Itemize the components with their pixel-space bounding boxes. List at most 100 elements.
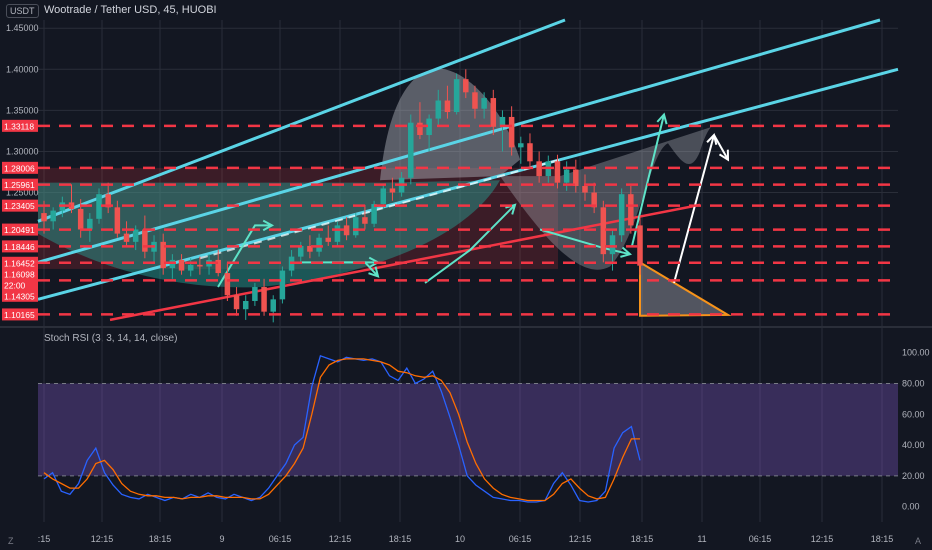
x-tick-label: 9 — [219, 534, 224, 544]
price-label: 1.16452 — [4, 258, 35, 268]
candle-body — [96, 194, 102, 219]
candle-body — [160, 241, 166, 269]
rsi-y-tick-label: 80.00 — [902, 378, 925, 388]
x-tick-label: :15 — [38, 534, 51, 544]
mint-arrow-1 — [217, 224, 272, 288]
candle-body — [187, 264, 194, 271]
price-label-box — [2, 199, 38, 212]
candle-body — [444, 100, 451, 113]
price-label: 22:00 — [4, 280, 26, 290]
x-tick-label: 06:15 — [749, 534, 772, 544]
mint-arrow-6-head — [656, 112, 668, 125]
price-label: 1.10165 — [4, 310, 35, 320]
candle-body — [508, 116, 515, 148]
grey-dome — [380, 68, 520, 181]
candle-body — [270, 299, 276, 312]
candle-body — [77, 208, 84, 230]
price-label: 1.33118 — [4, 121, 34, 131]
price-label: 1.23405 — [4, 201, 35, 211]
channel-line — [37, 18, 881, 264]
candle-body — [41, 213, 47, 222]
y-tick-label: 1.35000 — [6, 105, 39, 115]
symbol-title: Wootrade / Tether USD, 45, HUOBI — [44, 4, 217, 16]
white-arrow-1-head — [706, 133, 718, 145]
candle-body — [472, 92, 478, 109]
x-tick-label: 12:15 — [329, 534, 352, 544]
candle-body — [389, 188, 396, 193]
candle-body — [380, 188, 387, 205]
candle-body — [453, 79, 460, 113]
zoom-button[interactable]: Z — [8, 536, 14, 546]
candle-body — [463, 79, 469, 93]
x-tick-label: 06:15 — [269, 534, 292, 544]
candle-body — [114, 207, 121, 234]
rsi-band-fill — [38, 383, 898, 476]
candle-body — [87, 218, 93, 230]
x-tick-label: 10 — [455, 534, 465, 544]
stoch-rsi-title: Stoch RSI (3, 3, 14, 14, close) — [44, 333, 178, 344]
candle-body — [307, 245, 313, 252]
candle-body — [353, 217, 359, 236]
x-tick-label: 18:15 — [631, 534, 654, 544]
unit-badge[interactable]: USDT — [6, 4, 39, 18]
candle-body — [325, 237, 331, 242]
candle-body — [609, 235, 616, 255]
candle-body — [297, 245, 304, 257]
dashed-midline — [199, 158, 561, 260]
price-label-box — [2, 223, 38, 236]
y-tick-label: 1.40000 — [6, 64, 39, 74]
candle-body — [408, 122, 414, 178]
candle-body — [178, 259, 185, 271]
price-label: 1.16098 — [4, 269, 35, 279]
candle-body — [242, 300, 249, 310]
candle-body — [224, 273, 231, 296]
x-tick-label: 18:15 — [871, 534, 894, 544]
auto-scale-button[interactable]: A — [915, 536, 922, 546]
x-tick-label: 12:15 — [569, 534, 592, 544]
candle-body — [142, 229, 148, 252]
candle-body — [215, 259, 221, 274]
candle-body — [417, 122, 423, 136]
candle-body — [582, 185, 588, 193]
price-label-box — [2, 178, 38, 191]
candle-body — [68, 202, 75, 209]
rsi-y-tick-label: 100.00 — [902, 348, 930, 358]
price-label-box — [2, 267, 38, 280]
price-label: 1.14305 — [4, 291, 35, 301]
white-arrow-2 — [713, 134, 729, 161]
candle-body — [435, 100, 442, 119]
candle-body — [536, 161, 542, 177]
candle-body — [527, 143, 533, 162]
candle-body — [252, 287, 258, 301]
candle-body — [628, 194, 634, 226]
candle-body — [618, 194, 625, 236]
price-label: 1.28006 — [4, 163, 35, 173]
price-label-box — [2, 119, 38, 132]
x-tick-label: 18:15 — [149, 534, 172, 544]
mint-arrow-5-head — [620, 246, 633, 258]
candle-body — [371, 204, 377, 224]
x-tick-label: 06:15 — [509, 534, 532, 544]
price-label: 1.25961 — [4, 180, 35, 190]
y-tick-label: 1.25000 — [6, 188, 39, 198]
price-label: 1.18446 — [4, 242, 35, 252]
mint-arrow-6 — [631, 114, 665, 247]
candle-body — [573, 169, 579, 186]
candle-body — [591, 192, 597, 208]
mint-arrow-3-head — [368, 266, 380, 278]
candle-body — [518, 143, 524, 148]
candle-body — [563, 169, 570, 183]
price-label-box — [2, 240, 38, 253]
rsi-y-tick-label: 20.00 — [902, 471, 925, 481]
candle-body — [233, 295, 240, 310]
rsi-y-tick-label: 40.00 — [902, 440, 925, 450]
candle-body — [105, 194, 111, 208]
price-label-box — [2, 161, 38, 174]
x-tick-label: 18:15 — [389, 534, 412, 544]
candle-body — [490, 98, 497, 127]
candle-body — [481, 98, 487, 109]
candle-body — [343, 225, 350, 236]
stoch-d-line — [43, 358, 640, 502]
candle-body — [600, 207, 607, 255]
